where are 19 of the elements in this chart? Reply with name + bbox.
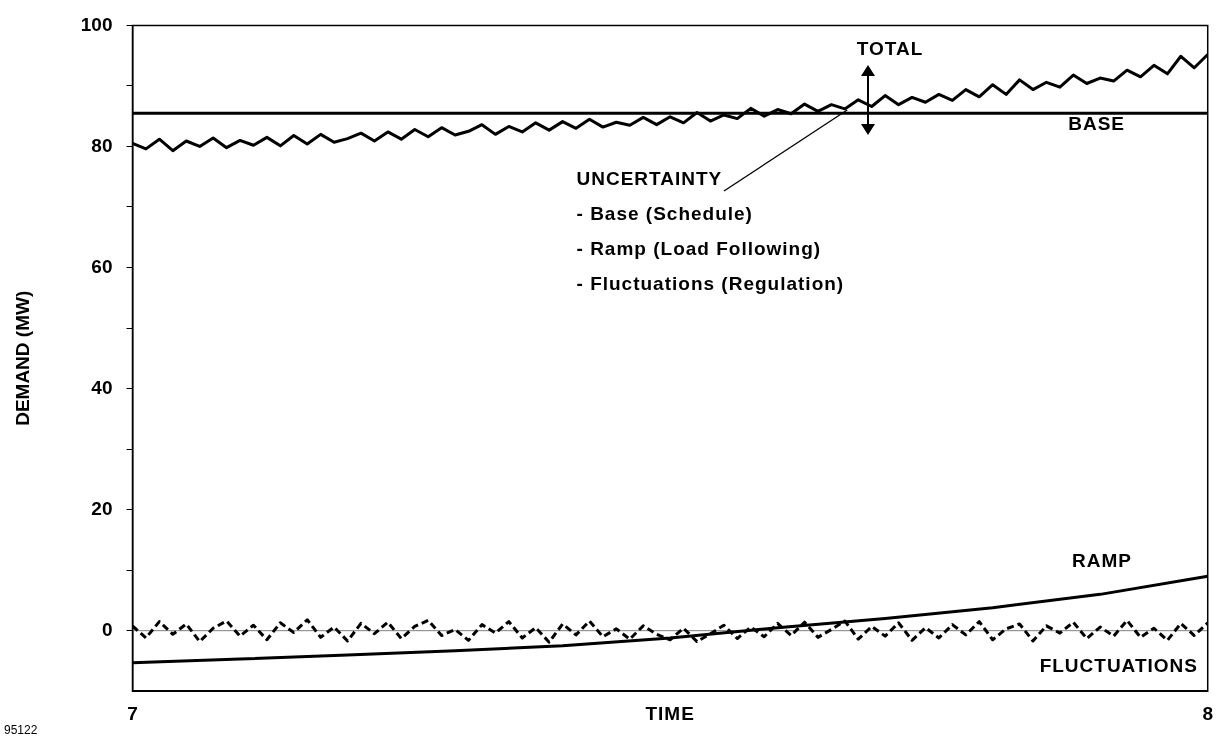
y-tick-label: 0 xyxy=(101,618,113,640)
x-axis-title: TIME xyxy=(645,703,695,724)
y-tick-label: 60 xyxy=(91,255,113,277)
annotation: - Ramp (Load Following) xyxy=(576,238,822,260)
y-axis-title: DEMAND (MW) xyxy=(11,290,33,426)
series-label: BASE xyxy=(1068,113,1125,134)
series-label: RAMP xyxy=(1072,550,1132,571)
annotation: - Fluctuations (Regulation) xyxy=(576,273,845,295)
x-tick-label: 8 xyxy=(1202,702,1214,724)
x-tick-label: 7 xyxy=(127,702,138,724)
y-tick-label: 100 xyxy=(80,13,113,35)
text: 95122 xyxy=(4,723,38,737)
series-label: FLUCTUATIONS xyxy=(1039,655,1198,676)
y-tick-label: 20 xyxy=(91,497,113,519)
y-tick-label: 40 xyxy=(91,376,113,398)
annotation: UNCERTAINTY xyxy=(576,168,723,190)
annotation: - Base (Schedule) xyxy=(576,203,753,225)
text: TOTAL xyxy=(856,38,924,59)
y-tick-label: 80 xyxy=(91,134,113,156)
